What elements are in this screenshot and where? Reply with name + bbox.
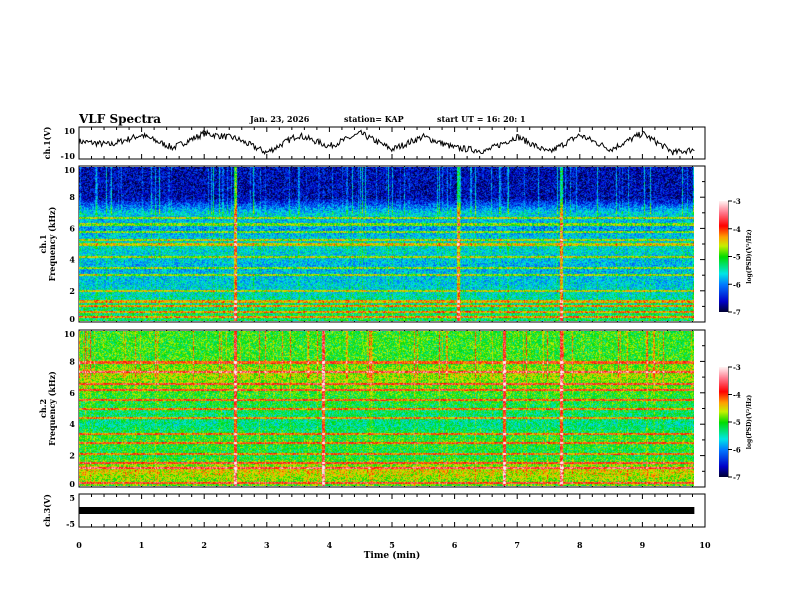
colorbar-tick-label: -7	[733, 308, 741, 317]
x-tick-label: 4	[327, 540, 333, 550]
start-time-label: start UT = 16: 20: 1	[437, 114, 526, 124]
x-tick-label: 5	[389, 540, 395, 550]
y-tick-label: 4	[69, 255, 75, 265]
y-tick-label: -10	[61, 151, 76, 161]
colorbar-tick-label: -5	[733, 253, 741, 262]
ch1-spectrogram	[79, 167, 694, 321]
ch3-waveform	[79, 507, 695, 514]
y-tick-label: 10	[64, 329, 76, 339]
ch1-waveform	[78, 129, 695, 156]
y-axis-label: Frequency (kHz)	[47, 371, 57, 446]
x-axis-label: Time (min)	[364, 550, 421, 561]
colorbar-tick-label: -5	[733, 418, 741, 427]
y-tick-label: 8	[69, 356, 75, 366]
y-tick-label: 2	[69, 286, 75, 296]
y-tick-label: 0	[69, 314, 75, 324]
colorbar-tick-label: -6	[733, 446, 741, 455]
colorbar-tick-label: -7	[733, 473, 741, 482]
colorbar-label: log(PSD)(V²/Hz)	[746, 395, 753, 450]
x-tick-label: 2	[201, 540, 207, 550]
y-tick-label: 10	[64, 165, 76, 175]
y-tick-label: 8	[69, 192, 75, 202]
figure-title: VLF Spectra	[78, 112, 161, 126]
y-tick-label: 2	[69, 451, 75, 461]
y-axis-label: ch.2	[38, 399, 48, 418]
y-tick-label: 6	[69, 223, 75, 233]
x-tick-label: 6	[452, 540, 458, 550]
y-axis-label: Frequency (kHz)	[47, 206, 57, 281]
colorbar-tick-label: -4	[733, 391, 741, 400]
date-label: Jan. 23, 2026	[249, 114, 310, 124]
y-axis-label: ch.1(V)	[42, 126, 52, 159]
y-tick-label: -5	[66, 519, 75, 529]
y-tick-label: 6	[69, 388, 75, 398]
y-axis-label: ch.1	[38, 234, 48, 253]
colorbar-1	[719, 201, 728, 312]
colorbar-tick-label: -3	[733, 197, 741, 206]
colorbar-label: log(PSD)(V²/Hz)	[746, 229, 753, 284]
colorbar-tick-label: -4	[733, 225, 741, 234]
colorbar-tick-label: -6	[733, 280, 741, 289]
x-tick-label: 9	[640, 540, 646, 550]
x-tick-label: 8	[577, 540, 583, 550]
x-tick-label: 0	[76, 540, 82, 550]
y-tick-label: 4	[69, 419, 75, 429]
x-tick-label: 10	[699, 540, 711, 550]
ch2-spectrogram	[79, 331, 694, 486]
station-label: station= KAP	[344, 114, 404, 124]
x-tick-label: 3	[264, 540, 270, 550]
y-axis-label: ch.3(V)	[42, 494, 52, 527]
colorbar-2	[719, 367, 728, 477]
x-tick-label: 7	[514, 540, 520, 550]
x-tick-label: 1	[139, 540, 145, 550]
y-tick-label: 0	[69, 479, 75, 489]
colorbar-tick-label: -3	[733, 363, 741, 372]
y-tick-label: 10	[64, 126, 76, 136]
y-tick-label: 5	[69, 493, 75, 503]
